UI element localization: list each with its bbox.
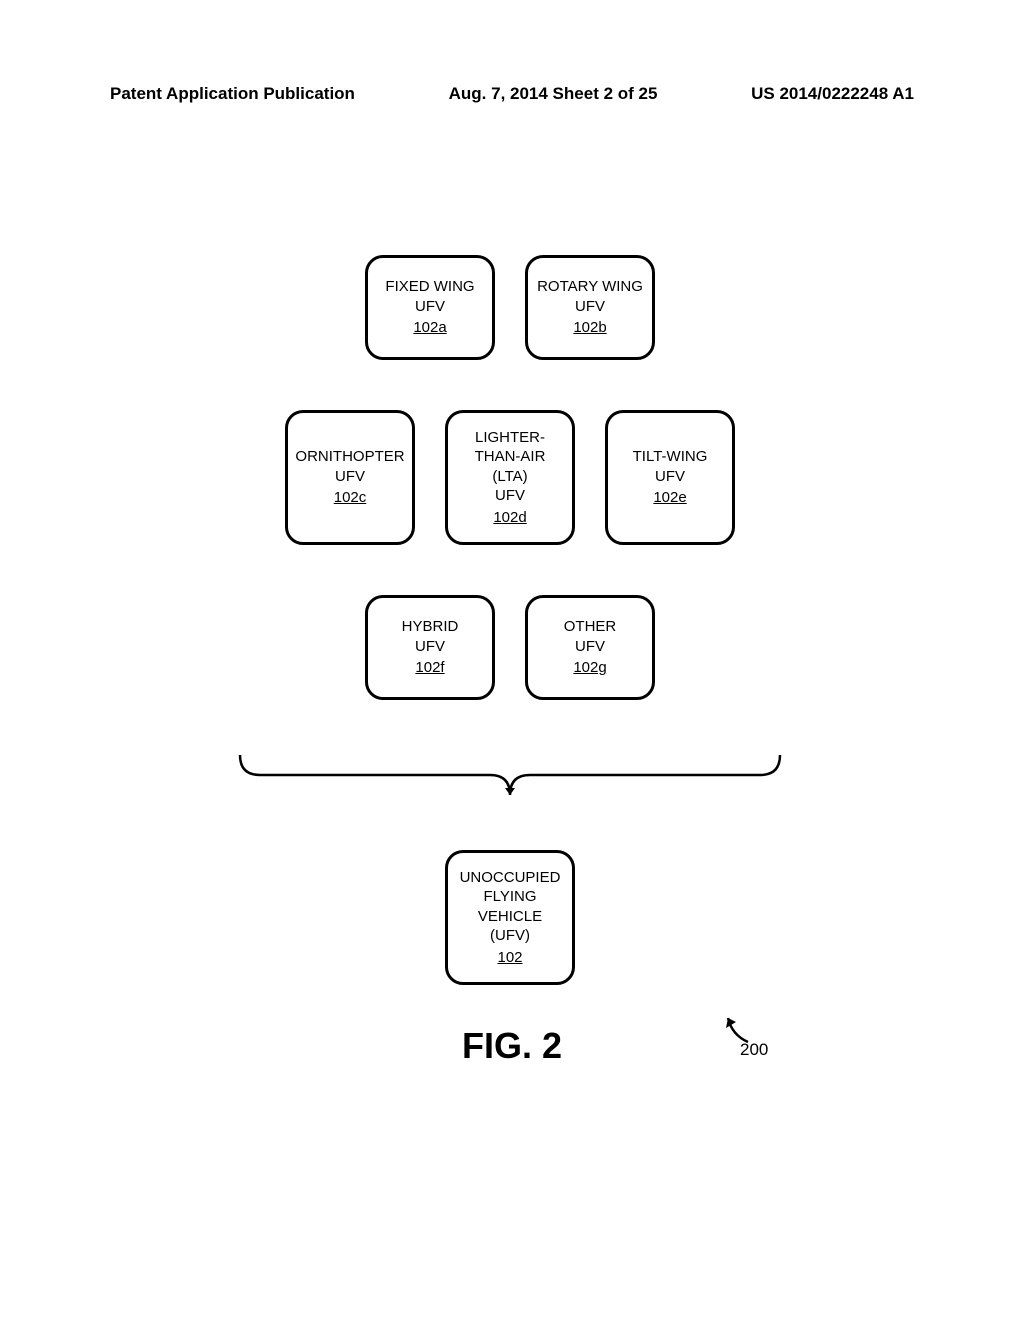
box-ref: 102g: [573, 658, 606, 678]
box-line: UFV: [495, 486, 525, 506]
header-left: Patent Application Publication: [110, 84, 355, 104]
box-line: UFV: [415, 297, 445, 317]
box-line: FLYING: [483, 887, 536, 907]
box-line: UFV: [575, 297, 605, 317]
box-ornithopter: ORNITHOPTER UFV 102c: [285, 410, 415, 545]
box-rotary-wing: ROTARY WING UFV 102b: [525, 255, 655, 360]
diagram: FIXED WING UFV 102a ROTARY WING UFV 102b…: [200, 255, 820, 985]
header-right: US 2014/0222248 A1: [751, 84, 914, 104]
row-3: HYBRID UFV 102f OTHER UFV 102g: [200, 595, 820, 700]
box-line: UNOCCUPIED: [460, 868, 561, 888]
box-ref: 102: [497, 948, 522, 968]
box-line: UFV: [415, 637, 445, 657]
box-summary-ufv: UNOCCUPIED FLYING VEHICLE (UFV) 102: [445, 850, 575, 985]
box-ref: 102e: [653, 488, 686, 508]
box-line: HYBRID: [402, 617, 459, 637]
box-other: OTHER UFV 102g: [525, 595, 655, 700]
box-line: FIXED WING: [385, 277, 474, 297]
box-hybrid: HYBRID UFV 102f: [365, 595, 495, 700]
row-2: ORNITHOPTER UFV 102c LIGHTER- THAN-AIR (…: [200, 410, 820, 545]
figure-label: FIG. 2: [0, 1025, 1024, 1067]
row-1: FIXED WING UFV 102a ROTARY WING UFV 102b: [200, 255, 820, 360]
box-line: UFV: [655, 467, 685, 487]
box-line: TILT-WING: [633, 447, 708, 467]
box-line: LIGHTER-: [475, 428, 545, 448]
box-ref: 102a: [413, 318, 446, 338]
box-line: ROTARY WING: [537, 277, 643, 297]
box-lta: LIGHTER- THAN-AIR (LTA) UFV 102d: [445, 410, 575, 545]
page-header: Patent Application Publication Aug. 7, 2…: [110, 84, 914, 104]
box-line: UFV: [575, 637, 605, 657]
box-ref: 102b: [573, 318, 606, 338]
box-line: UFV: [335, 467, 365, 487]
box-ref: 102f: [415, 658, 444, 678]
box-line: VEHICLE (UFV): [456, 907, 564, 946]
summary-row: UNOCCUPIED FLYING VEHICLE (UFV) 102: [200, 850, 820, 985]
box-line: (LTA): [492, 467, 527, 487]
brace-arrow: [505, 788, 515, 795]
header-center: Aug. 7, 2014 Sheet 2 of 25: [449, 84, 658, 104]
box-line: THAN-AIR: [475, 447, 546, 467]
box-ref: 102c: [334, 488, 367, 508]
box-ref: 102d: [493, 508, 526, 528]
figure-ref-number: 200: [740, 1040, 768, 1060]
box-fixed-wing: FIXED WING UFV 102a: [365, 255, 495, 360]
box-line: ORNITHOPTER: [295, 447, 404, 467]
box-line: OTHER: [564, 617, 617, 637]
box-tilt-wing: TILT-WING UFV 102e: [605, 410, 735, 545]
bracket: [200, 750, 820, 820]
